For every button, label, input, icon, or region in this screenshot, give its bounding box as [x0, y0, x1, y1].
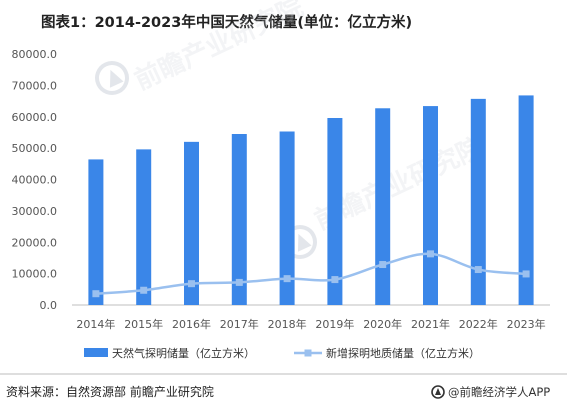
line-point [427, 250, 434, 258]
line-series [95, 252, 527, 295]
x-tick-label: 2014年 [76, 317, 115, 331]
legend-bar-label: 天然气探明储量（亿立方米） [112, 346, 255, 360]
x-tick-label: 2022年 [459, 317, 498, 331]
y-tick-label: 20000.0 [12, 236, 58, 249]
legend: 天然气探明储量（亿立方米） 新增探明地质储量（亿立方米） [84, 346, 480, 360]
watermark-logo-icon [95, 61, 129, 95]
legend-line-label: 新增探明地质储量（亿立方米） [326, 346, 480, 360]
legend-bar-swatch [84, 348, 108, 357]
line-point [474, 266, 482, 274]
line-point [283, 275, 291, 283]
brand-label: @前瞻经济学人APP [448, 385, 550, 399]
x-tick-label: 2018年 [268, 317, 307, 331]
x-axis: 2014年 2015年 2016年 2017年 2018年 2019年 2020年 2021年… [76, 317, 545, 331]
y-tick-label: 60000.0 [12, 111, 58, 124]
line-point [140, 286, 148, 294]
bar [136, 149, 152, 305]
x-tick-label: 2021年 [411, 317, 450, 331]
source-note: 资料来源：自然资源部 前瞻产业研究院 [6, 384, 214, 399]
y-tick-label: 30000.0 [12, 205, 58, 218]
y-tick-label: 10000.0 [12, 268, 58, 281]
line-point [188, 280, 195, 288]
line-point [379, 261, 387, 269]
x-tick-label: 2019年 [315, 317, 354, 331]
bar [423, 106, 438, 306]
y-tick-label: 40000.0 [12, 174, 58, 187]
legend-line-marker [304, 349, 312, 357]
line-point [522, 270, 530, 278]
y-axis: 0.0 10000.0 20000.0 30000.0 40000.0 50000.0 60… [12, 48, 58, 312]
bar-series [88, 95, 534, 306]
bar [184, 141, 199, 305]
x-tick-label: 2017年 [220, 317, 259, 331]
bar [327, 118, 343, 305]
x-tick-label: 2015年 [124, 317, 163, 331]
x-tick-label: 2020年 [363, 317, 402, 331]
bar [231, 134, 247, 305]
bar [375, 108, 391, 305]
line-point [92, 290, 100, 298]
y-tick-label: 50000.0 [12, 142, 58, 155]
bar [518, 95, 534, 305]
x-tick-label: 2016年 [172, 317, 211, 331]
bar [279, 131, 295, 305]
y-tick-label: 80000.0 [12, 48, 58, 61]
brand-icon [431, 385, 445, 399]
bar [470, 98, 486, 306]
line-point [331, 276, 339, 284]
line-markers [92, 250, 530, 298]
x-tick-label: 2023年 [507, 317, 546, 331]
chart-title: 图表1：2014-2023年中国天然气储量(单位：亿立方米) [41, 13, 412, 31]
y-tick-label: 70000.0 [12, 79, 58, 92]
bar [88, 159, 104, 305]
line-point [235, 278, 243, 286]
y-tick-label: 0.0 [40, 299, 58, 312]
